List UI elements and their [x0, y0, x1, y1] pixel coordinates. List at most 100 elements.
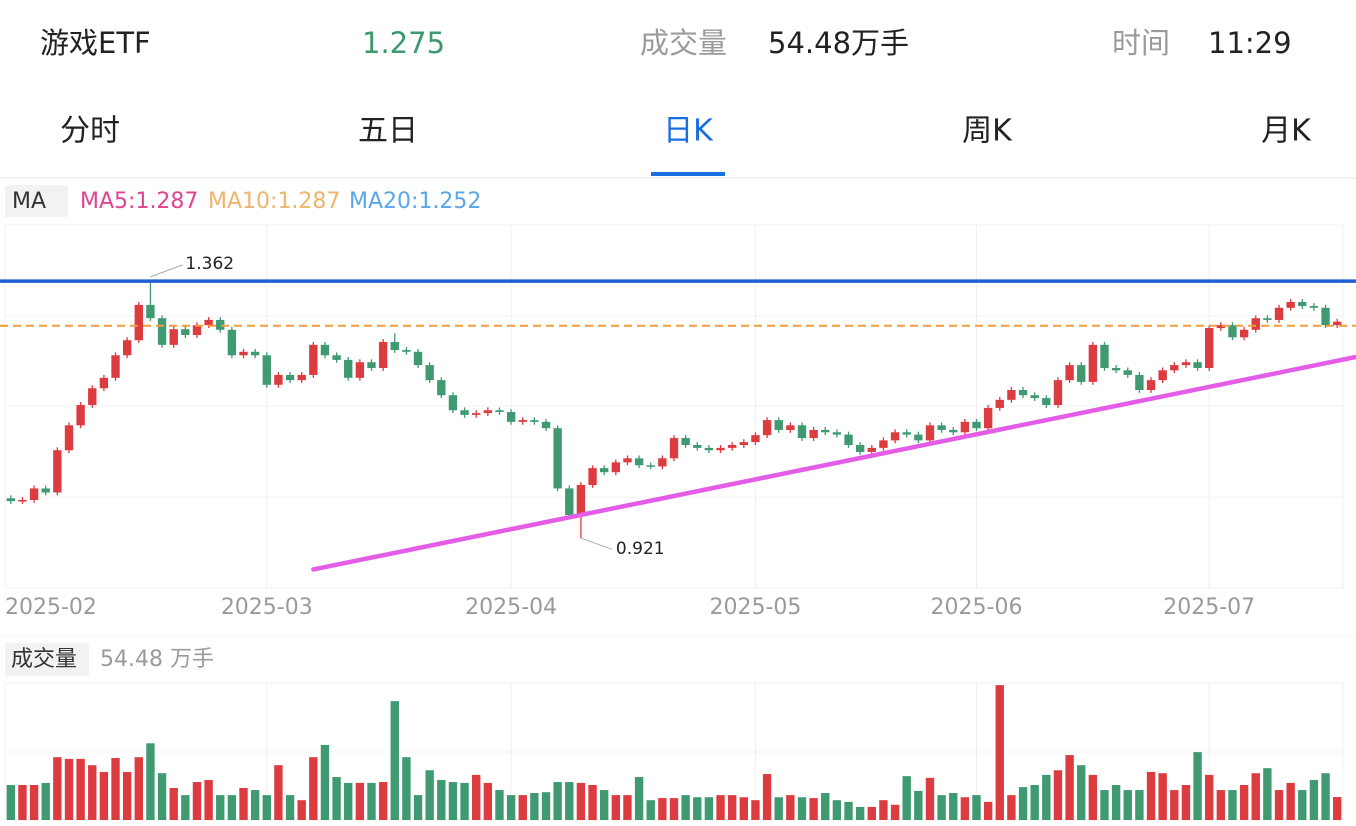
tab-underline — [651, 172, 725, 176]
tab[interactable]: 分时 — [60, 114, 120, 149]
indicator-label: MA — [12, 189, 46, 214]
volume-bar — [146, 743, 155, 820]
time-label: 时间 — [1112, 26, 1170, 60]
annotation: 1.362 — [185, 254, 234, 274]
volume-bar — [716, 795, 725, 820]
candle-body — [553, 428, 562, 489]
candle-body — [250, 351, 260, 356]
candle-body — [390, 341, 399, 351]
volume-bar — [1158, 773, 1167, 820]
candle-body — [1100, 344, 1109, 368]
volume-bar — [1228, 790, 1237, 820]
volume-bar — [297, 800, 306, 820]
candle-body — [472, 413, 481, 415]
volume-bar — [157, 773, 167, 820]
volume-bar — [1274, 790, 1284, 820]
volume-bar — [1170, 790, 1179, 820]
candle-body — [925, 425, 935, 441]
fund-name: 游戏ETF — [40, 26, 151, 60]
volume-bar — [76, 758, 85, 820]
volume-bar — [99, 771, 109, 820]
volume-bar — [192, 782, 202, 820]
candle-body — [169, 329, 178, 345]
candle-body — [437, 380, 446, 396]
volume-bar — [1018, 787, 1028, 820]
candle-body — [1018, 390, 1028, 396]
candle-body — [600, 468, 609, 473]
indicator-box — [5, 185, 68, 217]
candle-body — [890, 432, 900, 441]
candle-body — [832, 432, 842, 435]
candle-body — [332, 355, 341, 360]
volume-bar — [1193, 752, 1202, 820]
candle-body — [402, 350, 411, 352]
candle-body — [1088, 344, 1098, 382]
candle-body — [797, 425, 807, 439]
tab[interactable]: 五日 — [358, 114, 418, 149]
volume-bar — [1181, 785, 1191, 820]
volume-bar — [472, 774, 481, 820]
candle-body — [448, 395, 458, 411]
tab[interactable]: 周K — [962, 114, 1013, 149]
volume-bar — [995, 685, 1004, 820]
tab[interactable]: 日K — [663, 114, 714, 149]
candle-body — [739, 442, 748, 445]
volume-bar — [309, 757, 318, 820]
candle-body — [1170, 365, 1179, 371]
volume-bar — [216, 795, 225, 820]
candle-body — [483, 410, 493, 414]
volume-bar — [204, 779, 213, 820]
candle-body — [704, 447, 714, 451]
candle-body — [1193, 362, 1202, 368]
candle-body — [669, 438, 679, 459]
x-tick-label: 2025-02 — [5, 595, 97, 620]
candle-body — [367, 362, 376, 368]
volume-bar — [1286, 782, 1295, 820]
volume-bar — [1321, 773, 1330, 820]
candle-body — [18, 500, 27, 502]
x-tick-label: 2025-03 — [221, 595, 313, 620]
volume-readout: 54.48 万手 — [100, 647, 214, 672]
candle-body — [576, 484, 586, 516]
volume-bar — [681, 795, 690, 820]
volume-bar — [530, 793, 539, 820]
volume-bar — [227, 795, 237, 820]
volume-bar — [588, 785, 597, 820]
volume-bar — [390, 701, 399, 820]
candle-body — [216, 319, 225, 330]
x-tick-label: 2025-05 — [709, 595, 801, 620]
candle-body — [658, 458, 667, 467]
volume-bar — [1205, 774, 1214, 820]
volume-bar — [448, 782, 458, 820]
legend-entry: MA5:1.287 — [80, 189, 198, 214]
volume-bar — [483, 782, 493, 820]
candle-body — [914, 434, 923, 441]
volume-bar — [402, 757, 411, 820]
candle-body — [1205, 328, 1214, 368]
volume-bar — [576, 782, 586, 820]
candle-body — [541, 421, 551, 429]
volume-bar — [41, 782, 50, 820]
candle-body — [1042, 398, 1051, 406]
trend-line — [311, 354, 1356, 572]
candle-body — [1181, 362, 1191, 366]
candle-body — [879, 440, 888, 448]
candle-body — [693, 445, 702, 448]
volume-bar — [914, 790, 923, 820]
candle-body — [425, 365, 434, 381]
volume-bar — [762, 774, 772, 820]
volume-bar — [64, 758, 74, 820]
volume-bar — [506, 795, 516, 820]
volume-bar — [611, 795, 621, 820]
volume-title: 成交量 — [11, 647, 77, 672]
volume-bar — [553, 782, 562, 820]
volume-bar — [646, 800, 655, 820]
time-value: 11:29 — [1208, 26, 1292, 60]
candle-body — [53, 450, 62, 493]
candle-body — [157, 318, 167, 345]
volume-bar — [250, 790, 260, 820]
volume-bar — [18, 785, 27, 820]
tab[interactable]: 月K — [1261, 114, 1312, 149]
volume-bar — [1216, 790, 1226, 820]
candle-body — [1263, 318, 1272, 320]
